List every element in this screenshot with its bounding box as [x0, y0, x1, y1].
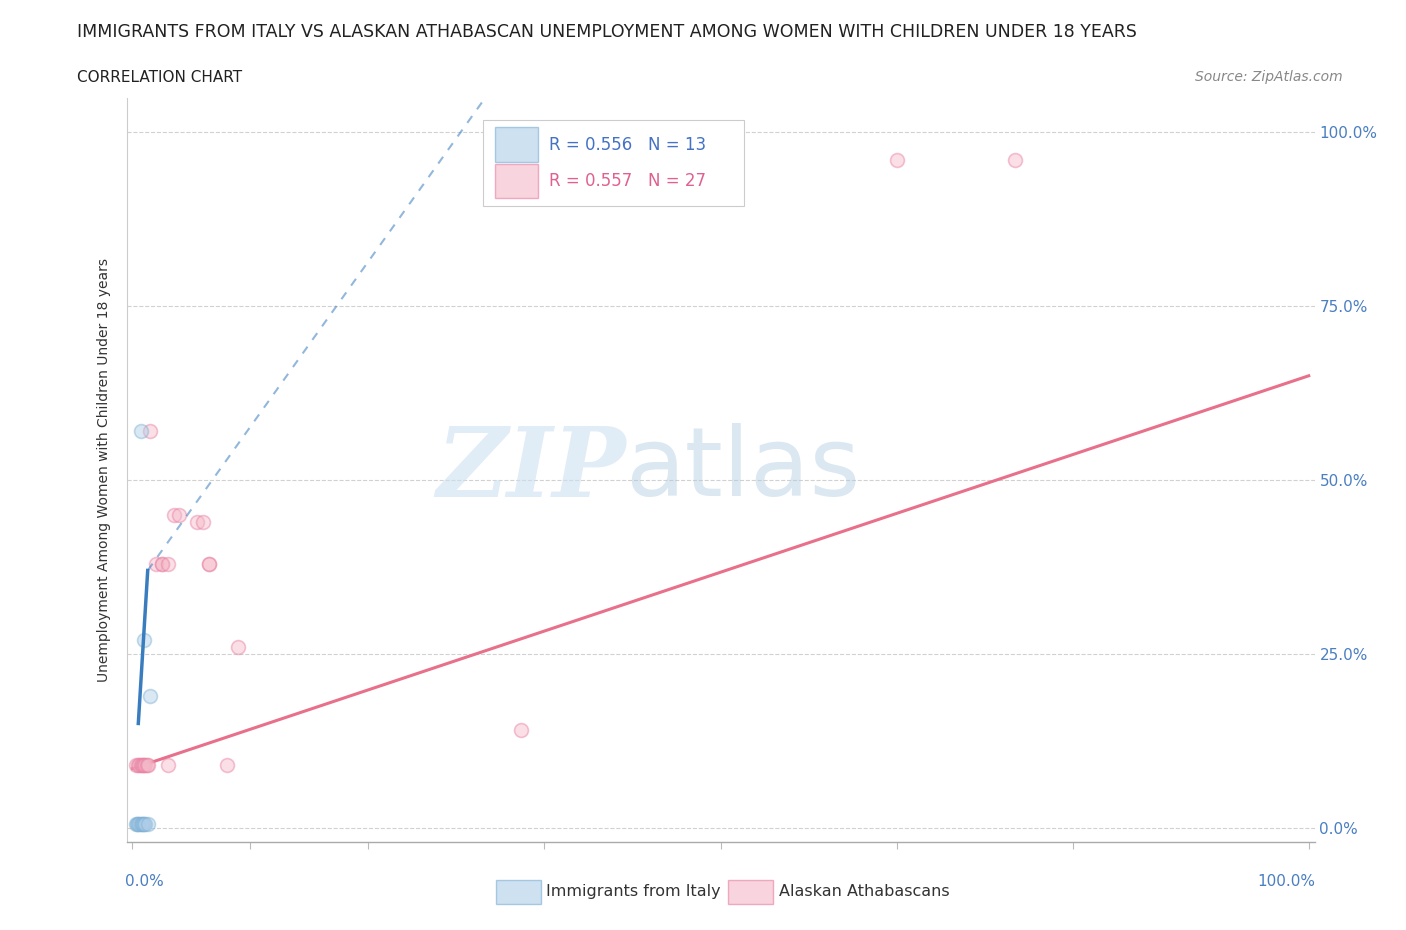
Point [1004, 153, 1026, 167]
Point [139, 424, 162, 439]
Point [131, 758, 153, 773]
FancyBboxPatch shape [495, 127, 537, 162]
FancyBboxPatch shape [484, 120, 744, 206]
Point [134, 817, 156, 831]
Point [125, 817, 148, 831]
Text: atlas: atlas [626, 423, 860, 516]
Point [226, 640, 249, 655]
Point [886, 153, 908, 167]
Point [509, 723, 531, 737]
Point [128, 817, 150, 831]
Point [198, 556, 221, 571]
Point [125, 758, 148, 773]
Point [191, 514, 214, 529]
Y-axis label: Unemployment Among Women with Children Under 18 years: Unemployment Among Women with Children U… [97, 258, 111, 682]
Point [134, 632, 156, 647]
Point [215, 758, 238, 773]
Point [135, 758, 157, 773]
Point [127, 817, 149, 831]
Point [132, 758, 155, 773]
Text: Immigrants from Italy: Immigrants from Italy [546, 884, 720, 899]
Text: ZIP: ZIP [436, 422, 626, 517]
Text: R = 0.557   N = 27: R = 0.557 N = 27 [550, 172, 706, 190]
Point [150, 556, 173, 571]
Text: Alaskan Athabascans: Alaskan Athabascans [779, 884, 949, 899]
Point [134, 817, 156, 831]
Point [162, 508, 184, 523]
Point [186, 514, 208, 529]
Text: IMMIGRANTS FROM ITALY VS ALASKAN ATHABASCAN UNEMPLOYMENT AMONG WOMEN WITH CHILDR: IMMIGRANTS FROM ITALY VS ALASKAN ATHABAS… [77, 23, 1137, 41]
Point [136, 817, 159, 831]
Text: 100.0%: 100.0% [1258, 874, 1316, 889]
Point [129, 424, 152, 439]
Point [145, 556, 167, 571]
Point [129, 758, 152, 773]
Point [139, 688, 162, 703]
FancyBboxPatch shape [495, 164, 537, 198]
Point [129, 817, 152, 831]
Point [134, 758, 156, 773]
Point [131, 817, 153, 831]
Point [198, 556, 221, 571]
Text: CORRELATION CHART: CORRELATION CHART [77, 70, 242, 85]
Text: R = 0.556   N = 13: R = 0.556 N = 13 [550, 136, 707, 153]
Point [136, 758, 159, 773]
Point [127, 817, 149, 831]
Text: Source: ZipAtlas.com: Source: ZipAtlas.com [1195, 70, 1343, 84]
Point [128, 758, 150, 773]
Point [132, 817, 155, 831]
Point [156, 758, 179, 773]
Point [169, 508, 191, 523]
Point [127, 758, 149, 773]
Point [134, 758, 156, 773]
Text: 0.0%: 0.0% [125, 874, 165, 889]
Point [150, 556, 173, 571]
Point [156, 556, 179, 571]
